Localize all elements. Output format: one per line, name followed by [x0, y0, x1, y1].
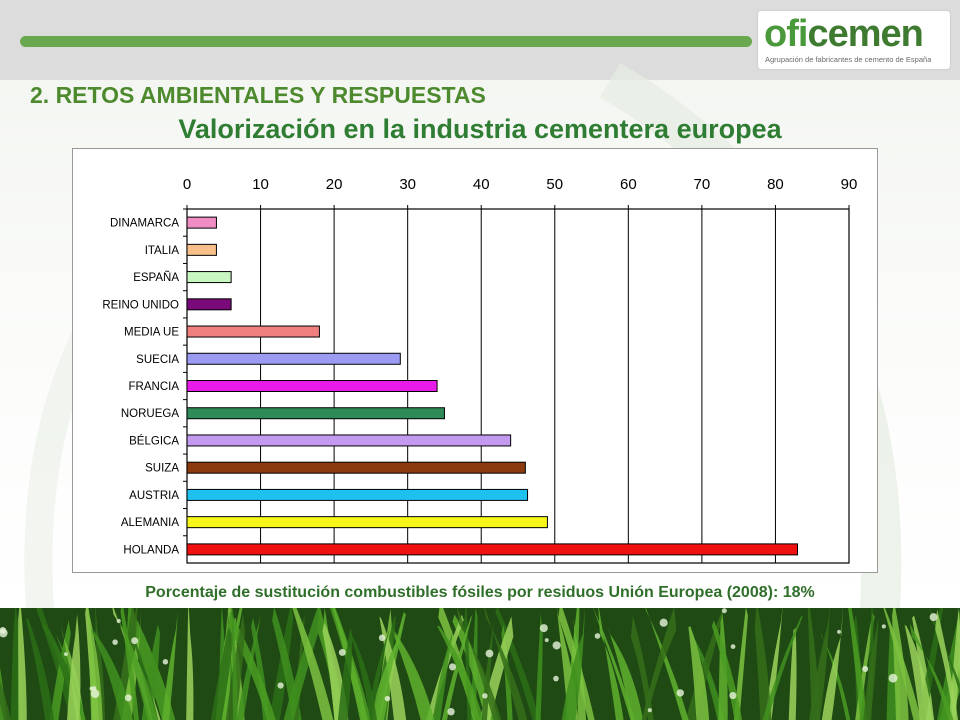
- category-label: AUSTRIA: [129, 490, 179, 502]
- x-tick-label: 30: [399, 176, 416, 193]
- section-title: 2. RETOS AMBIENTALES Y RESPUESTAS: [30, 82, 486, 108]
- x-tick-label: 90: [841, 176, 858, 193]
- x-tick-label: 0: [183, 176, 191, 193]
- x-tick-label: 50: [546, 176, 563, 193]
- logo-subtitle: Agrupación de fabricantes de cemento de …: [765, 55, 932, 64]
- bar: [186, 271, 232, 284]
- category-label: NORUEGA: [121, 408, 179, 420]
- category-label: ESPAÑA: [133, 271, 179, 284]
- x-tick-label: 80: [767, 176, 784, 193]
- chart-canvas: 0 10 20 30 40 50 60 70 80 90 DINAMARCA ITALIA ESPAÑA…: [102, 176, 858, 564]
- chart-caption: Porcentaje de sustitución combustibles f…: [145, 584, 815, 601]
- category-label: DINAMARCA: [110, 218, 179, 230]
- category-label: REINO UNIDO: [102, 299, 179, 311]
- category-label: SUECIA: [136, 354, 179, 366]
- x-tick-label: 20: [326, 176, 343, 193]
- bar: [186, 298, 232, 311]
- bar: [186, 434, 512, 447]
- category-label: ALEMANIA: [121, 517, 179, 529]
- category-label: ITALIA: [145, 245, 180, 257]
- category-label: BÉLGICA: [129, 434, 179, 447]
- bar: [186, 407, 445, 420]
- bar: [186, 516, 548, 529]
- x-tick-label: 70: [694, 176, 711, 193]
- category-label: FRANCIA: [129, 381, 180, 393]
- category-label: SUIZA: [145, 463, 179, 475]
- x-tick-label: 40: [473, 176, 490, 193]
- bar: [186, 461, 526, 474]
- x-tick-label: 10: [252, 176, 269, 193]
- bar-chart: 0 10 20 30 40 50 60 70 80 90 DINAMARCA ITALIA ESPAÑA…: [72, 148, 878, 573]
- bar: [186, 488, 529, 501]
- header-bar: [20, 36, 752, 47]
- bar: [186, 543, 799, 556]
- logo-wordmark: oficemen: [764, 13, 924, 55]
- bar: [186, 216, 217, 229]
- category-label: HOLANDA: [123, 544, 179, 556]
- grass-image: [0, 608, 960, 720]
- bar: [186, 325, 320, 338]
- x-tick-label: 60: [620, 176, 637, 193]
- grass-photo: [0, 608, 960, 720]
- bar: [186, 352, 401, 365]
- slide-title: Valorización en la industria cementera e…: [178, 114, 782, 144]
- bar: [186, 380, 438, 392]
- bar: [186, 243, 217, 256]
- category-label: MEDIA UE: [124, 327, 179, 339]
- oficemen-logo[interactable]: oficemen Agrupación de fabricantes de ce…: [757, 10, 951, 70]
